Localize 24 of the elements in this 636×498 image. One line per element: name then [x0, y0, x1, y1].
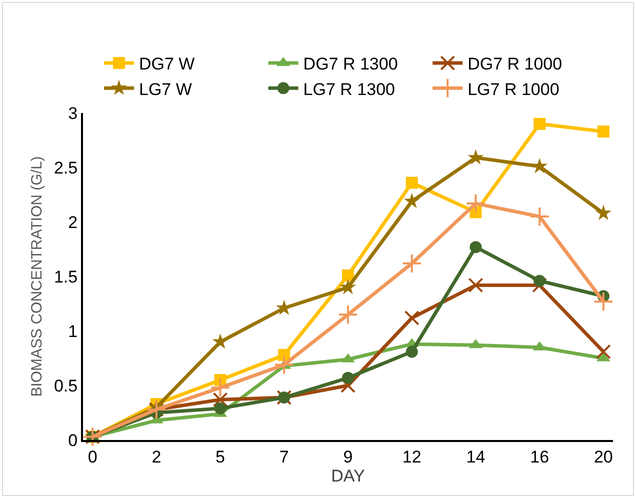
- y-tick-label: 1.5: [54, 267, 78, 286]
- y-tick-label: 2.5: [54, 158, 78, 178]
- y-tick-label: 2: [68, 212, 78, 232]
- x-tick-label: 14: [466, 447, 486, 466]
- legend-label: DG7 W: [139, 54, 195, 74]
- y-tick-label: 0.5: [54, 376, 78, 396]
- legend-label: DG7 R 1300: [303, 54, 398, 74]
- legend-label: DG7 R 1000: [468, 54, 562, 74]
- legend-label: LG7 R 1300: [303, 80, 395, 99]
- x-tick-label: 9: [343, 447, 353, 466]
- y-axis-title: BIOMASS CONCENTRATION (G/L): [28, 156, 46, 397]
- x-tick-label: 2: [152, 447, 162, 466]
- x-tick-label: 0: [88, 447, 98, 466]
- x-tick-label: 5: [216, 447, 226, 466]
- legend-label: LG7 W: [139, 80, 192, 99]
- x-axis-title: DAY: [331, 466, 365, 486]
- y-tick-label: 1: [68, 322, 78, 341]
- x-tick-label: 12: [402, 447, 422, 466]
- x-tick-label: 16: [530, 447, 550, 466]
- legend-label: LG7 R 1000: [468, 80, 560, 99]
- y-tick-label: 0: [68, 430, 78, 450]
- x-tick-label: 7: [279, 447, 289, 466]
- x-tick-label: 20: [594, 447, 613, 466]
- y-tick-label: 3: [68, 104, 78, 123]
